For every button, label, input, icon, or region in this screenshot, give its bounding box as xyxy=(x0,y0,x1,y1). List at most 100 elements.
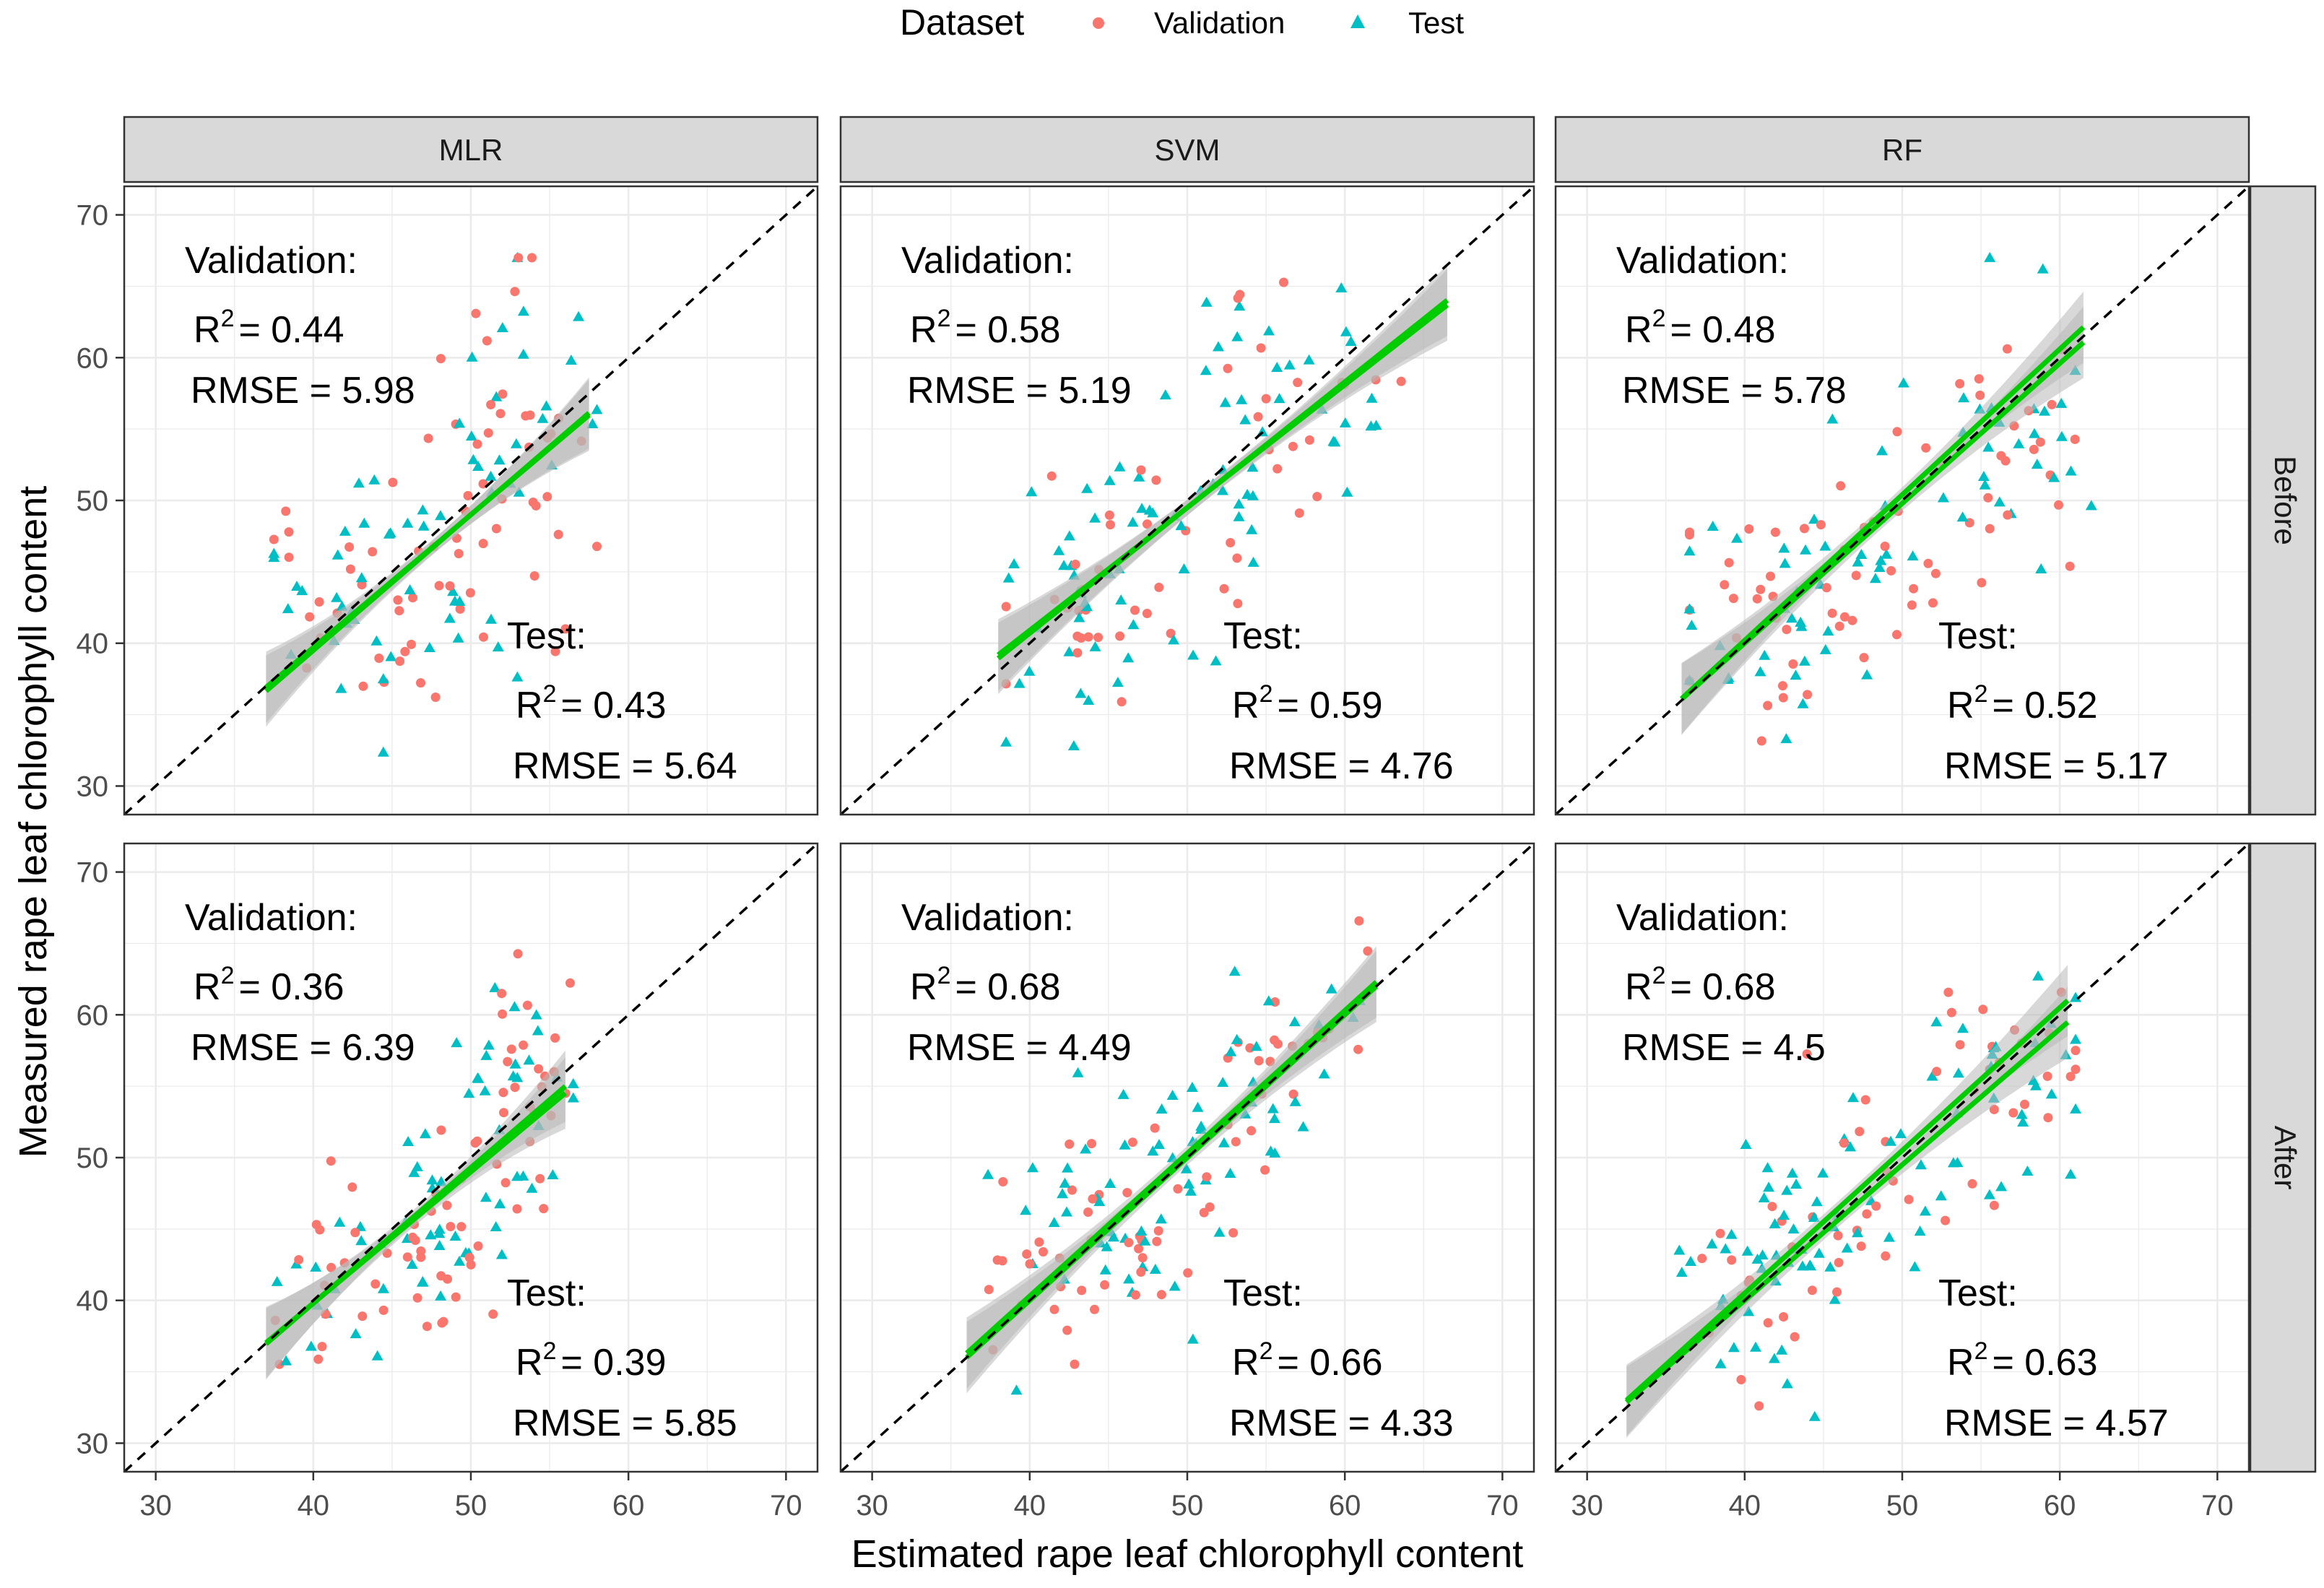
validation-point xyxy=(393,595,403,605)
panel-border xyxy=(839,185,1535,816)
test-point xyxy=(1081,482,1093,493)
validation-header: Validation: xyxy=(901,897,1074,939)
validation-point xyxy=(1720,580,1730,590)
x-tick-label: 60 xyxy=(612,1490,645,1522)
validation-point xyxy=(1728,594,1738,604)
test-point xyxy=(1984,251,1996,262)
validation-point xyxy=(434,581,444,591)
validation-point xyxy=(2047,399,2057,409)
test-point xyxy=(1218,1137,1230,1147)
test-point xyxy=(1781,1184,1793,1195)
test-point xyxy=(1769,1218,1781,1228)
test-point xyxy=(1977,471,1990,481)
test-point xyxy=(1262,995,1275,1006)
test-point xyxy=(479,1085,491,1095)
test-point xyxy=(1995,1181,2008,1192)
test-point xyxy=(1897,377,1909,388)
test-point xyxy=(1675,1267,1688,1277)
test-point xyxy=(1156,1103,1168,1114)
validation-point xyxy=(1930,568,1941,578)
test-header: Test: xyxy=(1938,615,2018,657)
test-point xyxy=(1073,612,1085,622)
validation-point xyxy=(1782,625,1792,635)
validation-point xyxy=(1151,475,1161,485)
panel-plot-area xyxy=(1556,843,2249,1472)
test-point xyxy=(1239,414,1252,425)
x-tick-label: 60 xyxy=(2044,1490,2076,1522)
test-point xyxy=(1149,1263,1161,1274)
test-point xyxy=(1246,490,1259,500)
validation-point xyxy=(1763,1318,1773,1328)
validation-point xyxy=(1880,542,1890,551)
validation-point xyxy=(1150,1123,1160,1133)
test-point xyxy=(2035,563,2047,573)
validation-point xyxy=(326,1156,336,1166)
test-point xyxy=(1673,1244,1686,1255)
validation-point xyxy=(442,1200,452,1210)
x-tick-label: 30 xyxy=(856,1490,888,1522)
r2-exponent: 2 xyxy=(937,305,951,332)
validation-point xyxy=(1090,1304,1099,1314)
test-point xyxy=(1725,1228,1738,1239)
test-point xyxy=(2032,970,2045,981)
test-point xyxy=(377,1283,389,1293)
test-point xyxy=(280,1355,292,1366)
test-point xyxy=(1067,740,1080,750)
test-point xyxy=(591,404,603,415)
validation-point xyxy=(1834,621,1844,631)
validation-point xyxy=(539,1204,549,1214)
test-point xyxy=(586,418,599,428)
validation-point xyxy=(1294,508,1304,518)
test-point xyxy=(1192,1101,1204,1112)
validation-point xyxy=(357,580,367,590)
validation-point xyxy=(498,1088,508,1098)
validation-point xyxy=(344,542,355,552)
validation-point xyxy=(1763,700,1773,711)
validation-point xyxy=(1077,1285,1087,1296)
validation-point xyxy=(1279,277,1288,287)
validation-point xyxy=(550,646,560,656)
test-point xyxy=(1263,325,1275,336)
test-point xyxy=(1136,503,1148,513)
validation-point xyxy=(1115,631,1125,641)
test-point xyxy=(1824,1261,1837,1272)
validation-point xyxy=(1941,1215,1951,1225)
test-point xyxy=(1271,362,1283,372)
test-point xyxy=(511,1072,524,1082)
test-header: Test: xyxy=(1938,1272,2018,1314)
validation-point xyxy=(1312,492,1322,502)
r2-symbol: R xyxy=(1625,966,1652,1008)
panel-plot-area xyxy=(1556,186,2249,815)
test-point xyxy=(2070,1033,2081,1044)
test-point xyxy=(1063,646,1075,656)
test-point xyxy=(1787,1223,1800,1234)
column-strip-label: MLR xyxy=(439,133,503,167)
validation-point xyxy=(1100,1280,1110,1290)
validation-header: Validation: xyxy=(901,240,1074,282)
validation-point xyxy=(1932,1067,1942,1077)
y-axis-ticks: 30 40 50 60 70 xyxy=(77,857,124,1459)
test-point xyxy=(1231,1033,1243,1044)
test-point xyxy=(402,517,414,528)
test-point xyxy=(1200,365,1212,376)
validation-point xyxy=(378,1305,389,1315)
validation-point xyxy=(454,549,464,559)
validation-point xyxy=(455,604,465,614)
test-point xyxy=(1720,1243,1732,1254)
test-point xyxy=(1707,521,1719,531)
test-point xyxy=(1224,1168,1236,1178)
test-point xyxy=(1873,562,1886,572)
test-point xyxy=(1780,733,1792,744)
test-point xyxy=(1790,1179,1803,1189)
test-point xyxy=(1875,555,1887,565)
validation-point xyxy=(503,1057,513,1067)
test-point xyxy=(1002,572,1015,583)
test-point xyxy=(451,1037,463,1048)
test-point xyxy=(2016,1108,2028,1119)
validation-point xyxy=(1871,1201,1881,1211)
test-point xyxy=(282,603,294,614)
test-point xyxy=(472,1072,485,1083)
test-point xyxy=(1750,1341,1761,1352)
test-point xyxy=(517,348,529,359)
test-point xyxy=(1183,1178,1195,1189)
